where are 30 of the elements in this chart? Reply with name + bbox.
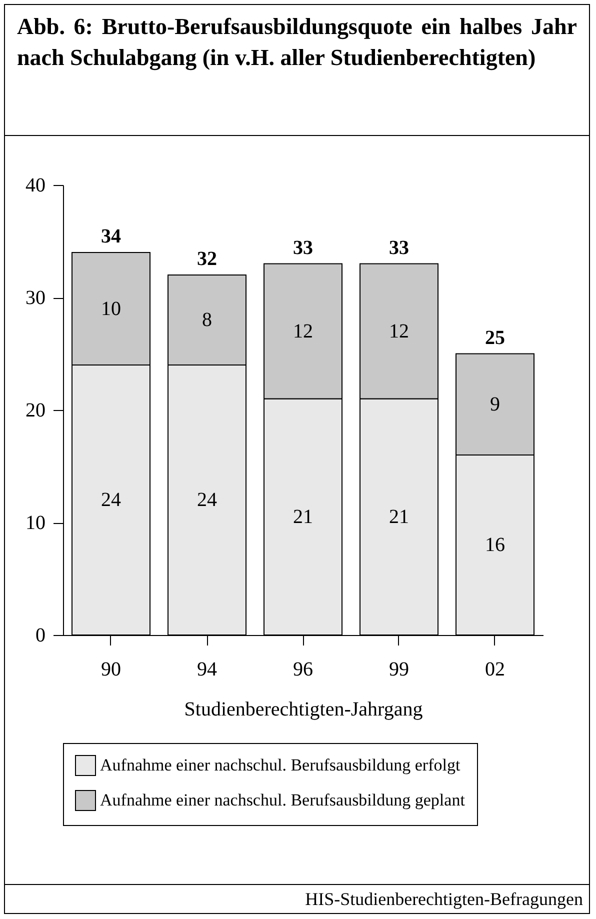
- y-tick-label: 40: [26, 174, 46, 196]
- data-label: 21: [389, 506, 409, 528]
- x-tick-label: 02: [485, 658, 505, 680]
- data-label: 24: [197, 489, 217, 511]
- data-label: 12: [389, 320, 409, 342]
- x-tick-label: 96: [293, 658, 313, 680]
- y-tick-label: 10: [26, 512, 46, 534]
- data-label: 9: [490, 393, 500, 416]
- chart-title: Abb. 6: Brutto-Berufsausbildungsquote ein halbes Jahr nach Schulabgang (in v.H. aller Studienberechtigten): [5, 5, 589, 136]
- total-label: 34: [101, 226, 121, 248]
- x-tick-label: 94: [197, 658, 217, 680]
- total-label: 33: [389, 236, 409, 259]
- x-tick-label: 99: [389, 658, 409, 680]
- data-label: 12: [293, 320, 313, 342]
- data-label: 16: [485, 534, 505, 556]
- data-label: 8: [202, 309, 212, 331]
- data-label: 24: [101, 489, 121, 511]
- y-tick-label: 20: [26, 400, 46, 422]
- data-label: 21: [293, 506, 313, 528]
- data-label: 10: [101, 298, 121, 320]
- total-label: 32: [197, 248, 217, 270]
- y-tick-label: 30: [26, 287, 46, 309]
- y-tick-label: 0: [36, 624, 46, 646]
- x-tick-label: 90: [101, 658, 121, 680]
- total-label: 25: [485, 326, 505, 349]
- legend-label: Aufnahme einer nachschul. Berufsausbildung erfolgt: [100, 756, 460, 774]
- total-label: 33: [293, 236, 313, 259]
- legend-label: Aufnahme einer nachschul. Berufsausbildung geplant: [100, 790, 466, 810]
- text: HIS-Studienberechtigten-Befragungen: [5, 884, 589, 913]
- x-axis-title: Studienberechtigten-Jahrgang: [184, 698, 423, 720]
